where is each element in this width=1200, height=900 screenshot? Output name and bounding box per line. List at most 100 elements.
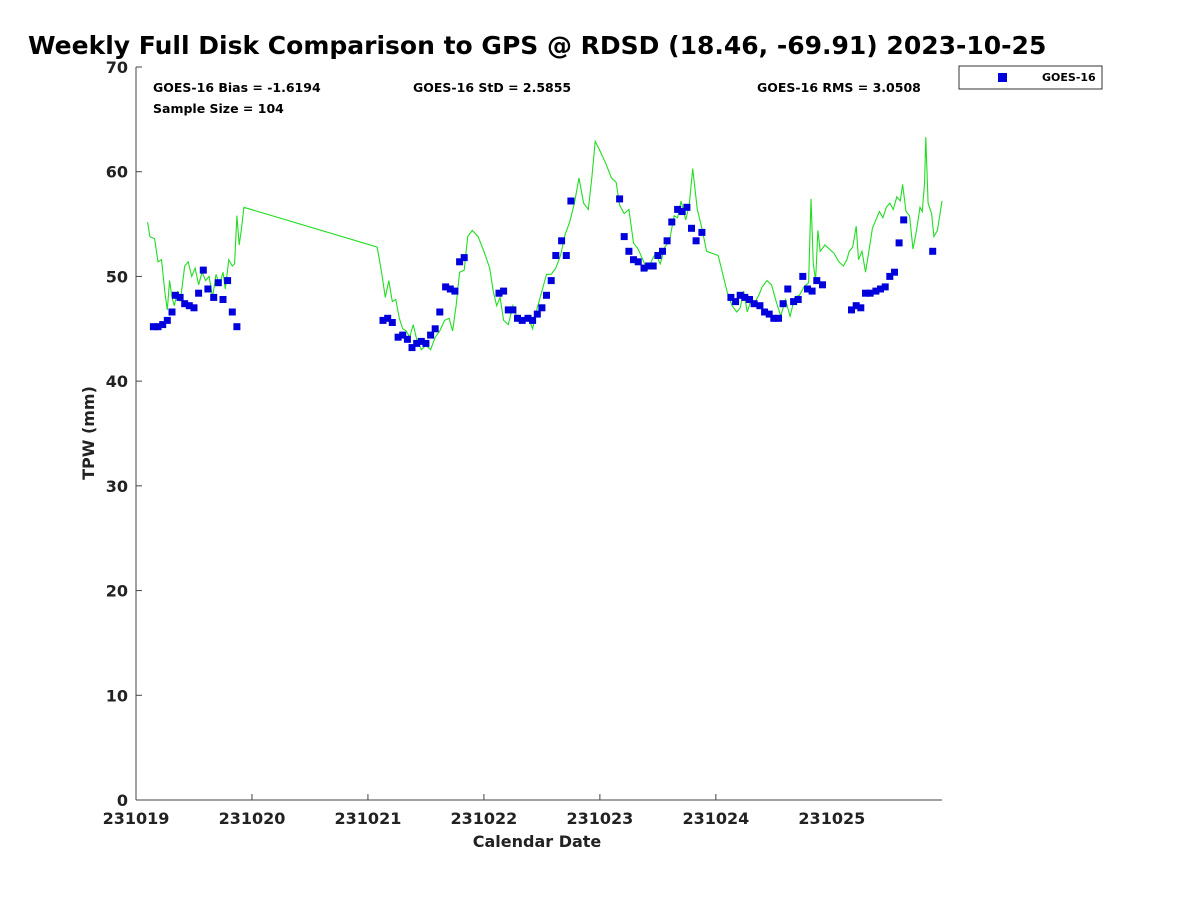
rms-stat: GOES-16 RMS = 3.0508 <box>757 80 921 95</box>
goes16-point <box>176 293 184 301</box>
goes16-point <box>394 333 402 341</box>
goes16-point <box>784 285 792 293</box>
goes16-point <box>616 195 624 203</box>
x-tick-label: 231025 <box>798 809 865 828</box>
goes16-point <box>872 287 880 295</box>
goes16-point <box>804 285 811 293</box>
goes16-point <box>514 314 521 322</box>
series-layer <box>147 137 943 352</box>
chart-title: Weekly Full Disk Comparison to GPS @ RDS… <box>28 31 1046 60</box>
plot-area: 0 10 20 30 40 50 60 70 231019 231020 231021 231022… <box>103 58 943 828</box>
goes16-point <box>533 310 541 318</box>
goes16-point <box>422 339 430 347</box>
goes16-point <box>456 258 464 266</box>
goes16-point <box>668 218 676 226</box>
goes16-point <box>228 308 236 316</box>
goes16-point <box>431 325 439 333</box>
goes16-point <box>866 289 874 297</box>
y-axis-label: TPW (mm) <box>79 386 98 480</box>
goes16-point <box>204 285 212 293</box>
goes16-point <box>688 224 695 232</box>
goes16-point <box>567 197 575 205</box>
goes16-point <box>451 287 459 295</box>
goes16-point <box>620 233 628 241</box>
goes16-point <box>770 314 778 322</box>
goes16-point <box>852 302 860 310</box>
goes16-point <box>154 323 162 331</box>
goes16-point <box>195 289 203 297</box>
goes16-point <box>891 268 898 276</box>
goes16-point <box>819 281 826 289</box>
goes16-point <box>756 302 764 310</box>
goes16-point <box>224 277 232 285</box>
goes16-point <box>543 291 550 299</box>
goes16-point <box>529 316 537 324</box>
goes16-point <box>678 208 686 215</box>
goes16-point <box>640 264 648 272</box>
bias-stat: GOES-16 Bias = -1.6194 <box>153 80 321 95</box>
goes16-point <box>436 308 444 316</box>
goes16-point <box>674 205 682 213</box>
legend-marker-goes16 <box>998 73 1007 82</box>
goes16-point <box>645 262 653 270</box>
goes16-point <box>446 285 454 293</box>
goes16-point <box>877 285 884 293</box>
sample-size-stat: Sample Size = 104 <box>153 101 284 116</box>
goes16-point <box>736 291 744 299</box>
goes16-point <box>750 300 758 308</box>
goes16-point <box>765 310 773 318</box>
goes16-point <box>813 277 821 285</box>
goes16-point <box>790 298 798 306</box>
goes16-point <box>524 314 532 322</box>
goes16-point <box>663 237 671 245</box>
goes16-point <box>732 298 740 306</box>
legend-label-goes16: GOES-16 <box>1042 71 1096 84</box>
goes16-point <box>808 287 816 295</box>
goes16-point <box>504 306 512 314</box>
goes16-point <box>799 272 807 280</box>
goes16-point <box>199 266 207 274</box>
goes16-point <box>895 239 903 247</box>
y-tick-label: 50 <box>106 267 128 286</box>
goes16-point <box>659 247 666 255</box>
goes16-point <box>727 293 735 301</box>
goes16-point <box>547 277 555 285</box>
y-tick-label: 20 <box>106 582 128 601</box>
goes16-point <box>634 258 642 266</box>
goes16-point <box>168 308 176 316</box>
goes16-point <box>741 293 749 301</box>
legend[interactable]: GOES-16 <box>958 65 1103 90</box>
goes16-point <box>929 247 937 255</box>
goes16-point <box>848 306 855 314</box>
goes16-point <box>399 331 407 339</box>
goes16-point <box>233 323 241 331</box>
goes16-point <box>417 337 425 345</box>
goes16-point <box>403 335 411 343</box>
y-tick-label: 40 <box>106 372 128 391</box>
goes16-point <box>413 339 421 347</box>
goes16-point <box>900 216 908 224</box>
goes16-point <box>159 321 167 329</box>
goes16-point <box>171 291 179 299</box>
x-ticks: 231019 231020 231021 231022 231023 231024 2310… <box>103 794 865 828</box>
goes16-point <box>794 296 802 303</box>
goes16-point <box>654 252 662 259</box>
goes16-point <box>698 228 706 236</box>
x-tick-label: 231022 <box>451 809 518 828</box>
goes16-point <box>149 323 157 331</box>
goes16-point <box>683 203 691 211</box>
legend-box <box>958 65 1103 90</box>
goes16-point <box>552 252 560 259</box>
goes16-point <box>779 300 787 308</box>
goes16-point <box>558 237 566 245</box>
goes16-point <box>427 331 435 339</box>
goes16-point <box>181 300 189 308</box>
goes16-point <box>886 272 894 280</box>
goes16-point <box>518 316 526 324</box>
x-tick-label: 231020 <box>219 809 286 828</box>
goes16-point <box>214 279 222 287</box>
goes16-point <box>775 314 782 322</box>
goes16-point <box>210 293 218 301</box>
y-tick-label: 60 <box>106 163 128 182</box>
